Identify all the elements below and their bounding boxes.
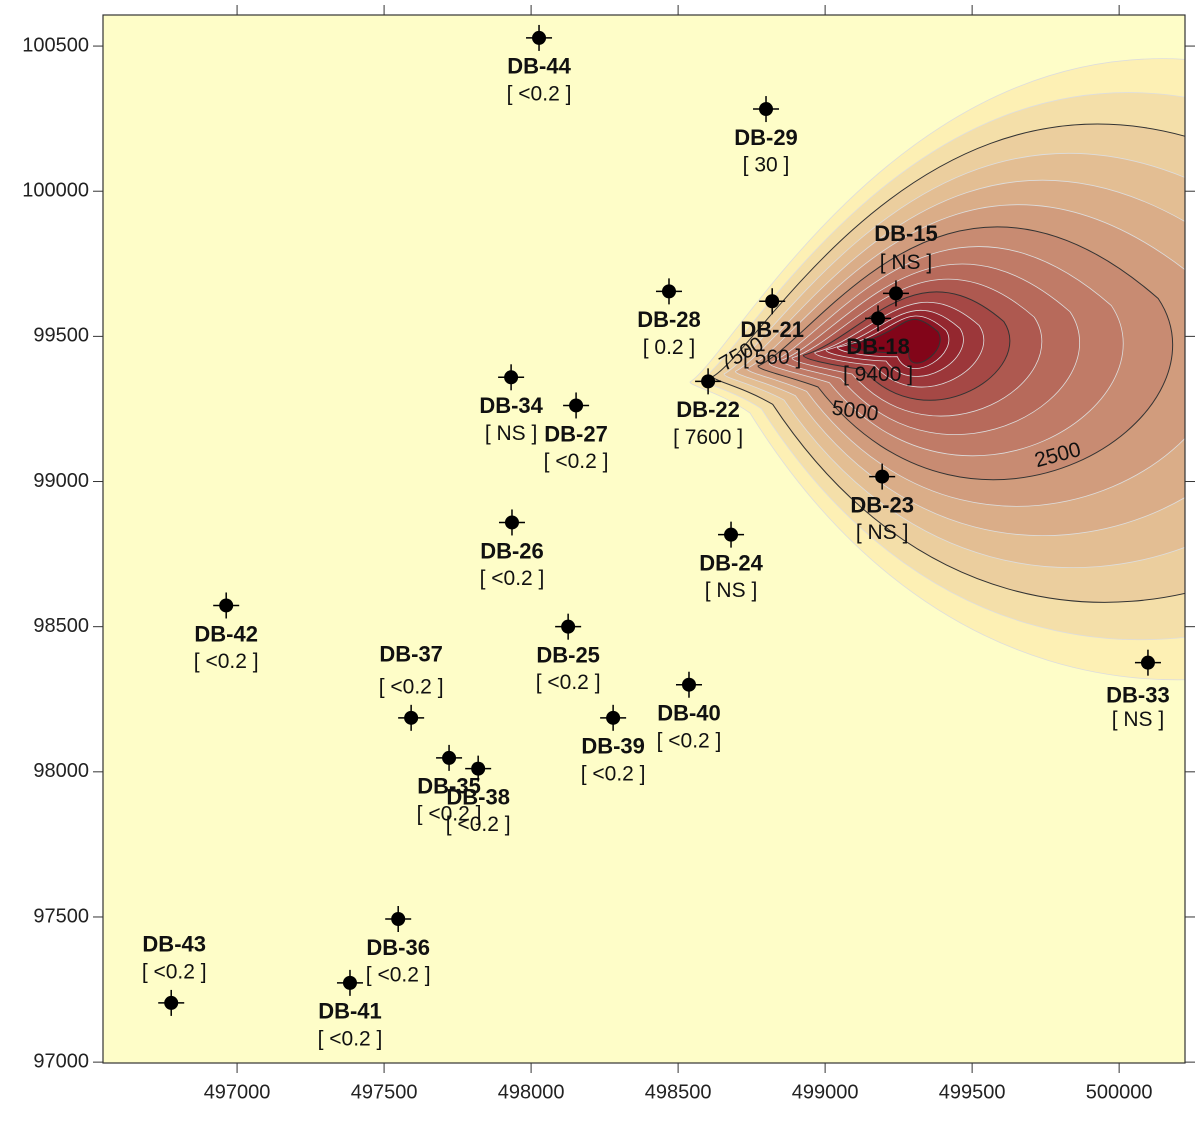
y-tick-label: 98000 bbox=[33, 760, 89, 782]
well-name: DB-43 bbox=[142, 932, 206, 957]
well-name: DB-42 bbox=[194, 621, 258, 646]
well-value: [ <0.2 ] bbox=[417, 802, 482, 825]
well-value: [ NS ] bbox=[485, 422, 538, 445]
x-tick-label: 500000 bbox=[1086, 1081, 1153, 1103]
plot-frame bbox=[102, 14, 1186, 1064]
well-value: [ 560 ] bbox=[743, 346, 801, 369]
well-marker bbox=[759, 102, 774, 117]
well-value: [ 0.2 ] bbox=[643, 336, 696, 359]
well-marker bbox=[532, 30, 547, 45]
x-tick-label: 499000 bbox=[792, 1081, 859, 1103]
well-value: [ NS ] bbox=[1112, 708, 1165, 731]
well-name: DB-23 bbox=[850, 492, 914, 517]
well-marker bbox=[164, 995, 179, 1010]
well-name: DB-24 bbox=[699, 550, 763, 575]
well-marker bbox=[765, 294, 780, 309]
well-value: [ 7600 ] bbox=[673, 426, 743, 449]
well-value: [ <0.2 ] bbox=[536, 671, 601, 694]
y-tick-label: 100000 bbox=[22, 179, 89, 201]
well-name: DB-40 bbox=[657, 701, 721, 726]
well-marker bbox=[504, 370, 519, 385]
well-value: [ <0.2 ] bbox=[657, 729, 722, 752]
well-marker bbox=[875, 469, 890, 484]
plume-contour bbox=[848, 318, 941, 364]
well-name: DB-27 bbox=[544, 421, 608, 446]
x-tick-label: 498500 bbox=[645, 1081, 712, 1103]
well-name: DB-21 bbox=[740, 317, 804, 342]
well-value: [ 30 ] bbox=[743, 154, 790, 177]
well-marker bbox=[391, 912, 406, 927]
well-marker bbox=[871, 311, 886, 326]
well-marker bbox=[569, 398, 584, 413]
well-marker bbox=[219, 598, 234, 613]
well-value: [ <0.2 ] bbox=[581, 762, 646, 785]
well-value: [ <0.2 ] bbox=[446, 813, 511, 836]
well-value: [ NS ] bbox=[705, 579, 758, 602]
well-name: DB-36 bbox=[366, 935, 430, 960]
well-value: [ NS ] bbox=[880, 251, 933, 274]
well-value: [ <0.2 ] bbox=[480, 567, 545, 590]
well-name: DB-44 bbox=[507, 54, 571, 79]
x-tick-label: 498000 bbox=[498, 1081, 565, 1103]
well-marker bbox=[471, 761, 486, 776]
well-value: [ 9400 ] bbox=[843, 363, 913, 386]
well-marker bbox=[404, 710, 419, 725]
y-tick-label: 97500 bbox=[33, 905, 89, 927]
y-tick-label: 98500 bbox=[33, 615, 89, 637]
x-tick-label: 499500 bbox=[939, 1081, 1006, 1103]
well-value: [ <0.2 ] bbox=[544, 450, 609, 473]
x-tick-label: 497500 bbox=[351, 1081, 418, 1103]
well-name: DB-38 bbox=[446, 784, 510, 809]
well-marker bbox=[561, 619, 576, 634]
well-name: DB-41 bbox=[318, 999, 382, 1024]
y-tick-label: 100500 bbox=[22, 34, 89, 56]
y-tick-label: 99500 bbox=[33, 325, 89, 347]
y-tick-label: 97000 bbox=[33, 1050, 89, 1072]
well-name: DB-37 bbox=[379, 642, 443, 667]
well-marker bbox=[1140, 655, 1155, 670]
y-tick-label: 99000 bbox=[33, 470, 89, 492]
well-value: [ <0.2 ] bbox=[507, 82, 572, 105]
well-marker bbox=[342, 975, 357, 990]
well-marker bbox=[661, 284, 676, 299]
well-marker bbox=[504, 515, 519, 530]
well-value: [ <0.2 ] bbox=[194, 650, 259, 673]
well-name: DB-25 bbox=[536, 642, 600, 667]
well-value: [ <0.2 ] bbox=[366, 964, 431, 987]
well-name: DB-15 bbox=[874, 221, 938, 246]
well-marker bbox=[724, 527, 739, 542]
well-name: DB-39 bbox=[581, 734, 645, 759]
well-name: DB-33 bbox=[1106, 682, 1170, 707]
well-name: DB-22 bbox=[676, 397, 740, 422]
well-name: DB-35 bbox=[417, 774, 481, 799]
well-name: DB-26 bbox=[480, 538, 544, 563]
well-value: [ NS ] bbox=[856, 521, 909, 544]
well-value: [ <0.2 ] bbox=[142, 960, 207, 983]
well-value: [ <0.2 ] bbox=[318, 1027, 383, 1050]
well-marker bbox=[442, 750, 457, 765]
well-name: DB-29 bbox=[734, 125, 798, 150]
well-marker bbox=[681, 677, 696, 692]
well-marker bbox=[606, 710, 621, 725]
well-name: DB-34 bbox=[479, 393, 543, 418]
well-marker bbox=[888, 286, 903, 301]
x-tick-label: 497000 bbox=[204, 1081, 271, 1103]
well-value: [ <0.2 ] bbox=[379, 675, 444, 698]
well-marker bbox=[701, 374, 716, 389]
concentration-plume bbox=[689, 58, 1185, 681]
well-name: DB-18 bbox=[846, 334, 910, 359]
well-name: DB-28 bbox=[637, 307, 701, 332]
